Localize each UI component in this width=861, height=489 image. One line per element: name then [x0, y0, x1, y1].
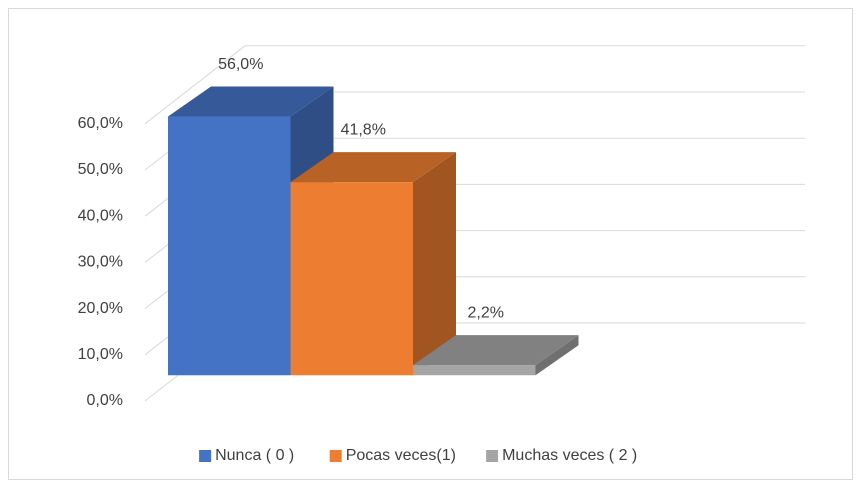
bar-top [290, 152, 456, 183]
legend-swatch [486, 450, 499, 462]
y-tick-label: 10,0% [78, 346, 123, 363]
legend-swatch [329, 450, 342, 462]
bar [168, 116, 291, 376]
legend-label: Nunca ( 0 ) [215, 447, 294, 464]
bar-top [168, 86, 334, 117]
y-tick-label: 60,0% [78, 115, 123, 132]
y-tick-label: 50,0% [78, 161, 123, 178]
grid-line [144, 45, 246, 125]
y-tick-label: 20,0% [78, 300, 123, 317]
bar [413, 365, 536, 376]
data-label: 2,2% [468, 304, 504, 321]
bar [290, 182, 413, 376]
data-label: 41,8% [341, 121, 386, 138]
legend-label: Pocas veces(1) [346, 447, 456, 464]
legend-label: Muchas veces ( 2 ) [502, 447, 637, 464]
bar-side [535, 335, 579, 376]
bar-top [413, 335, 579, 366]
legend-swatch [199, 450, 212, 462]
y-tick-label: 0,0% [87, 392, 123, 409]
y-tick-label: 30,0% [78, 254, 123, 271]
y-tick-label: 40,0% [78, 207, 123, 224]
data-label: 56,0% [218, 56, 263, 73]
bar-side [413, 152, 456, 376]
